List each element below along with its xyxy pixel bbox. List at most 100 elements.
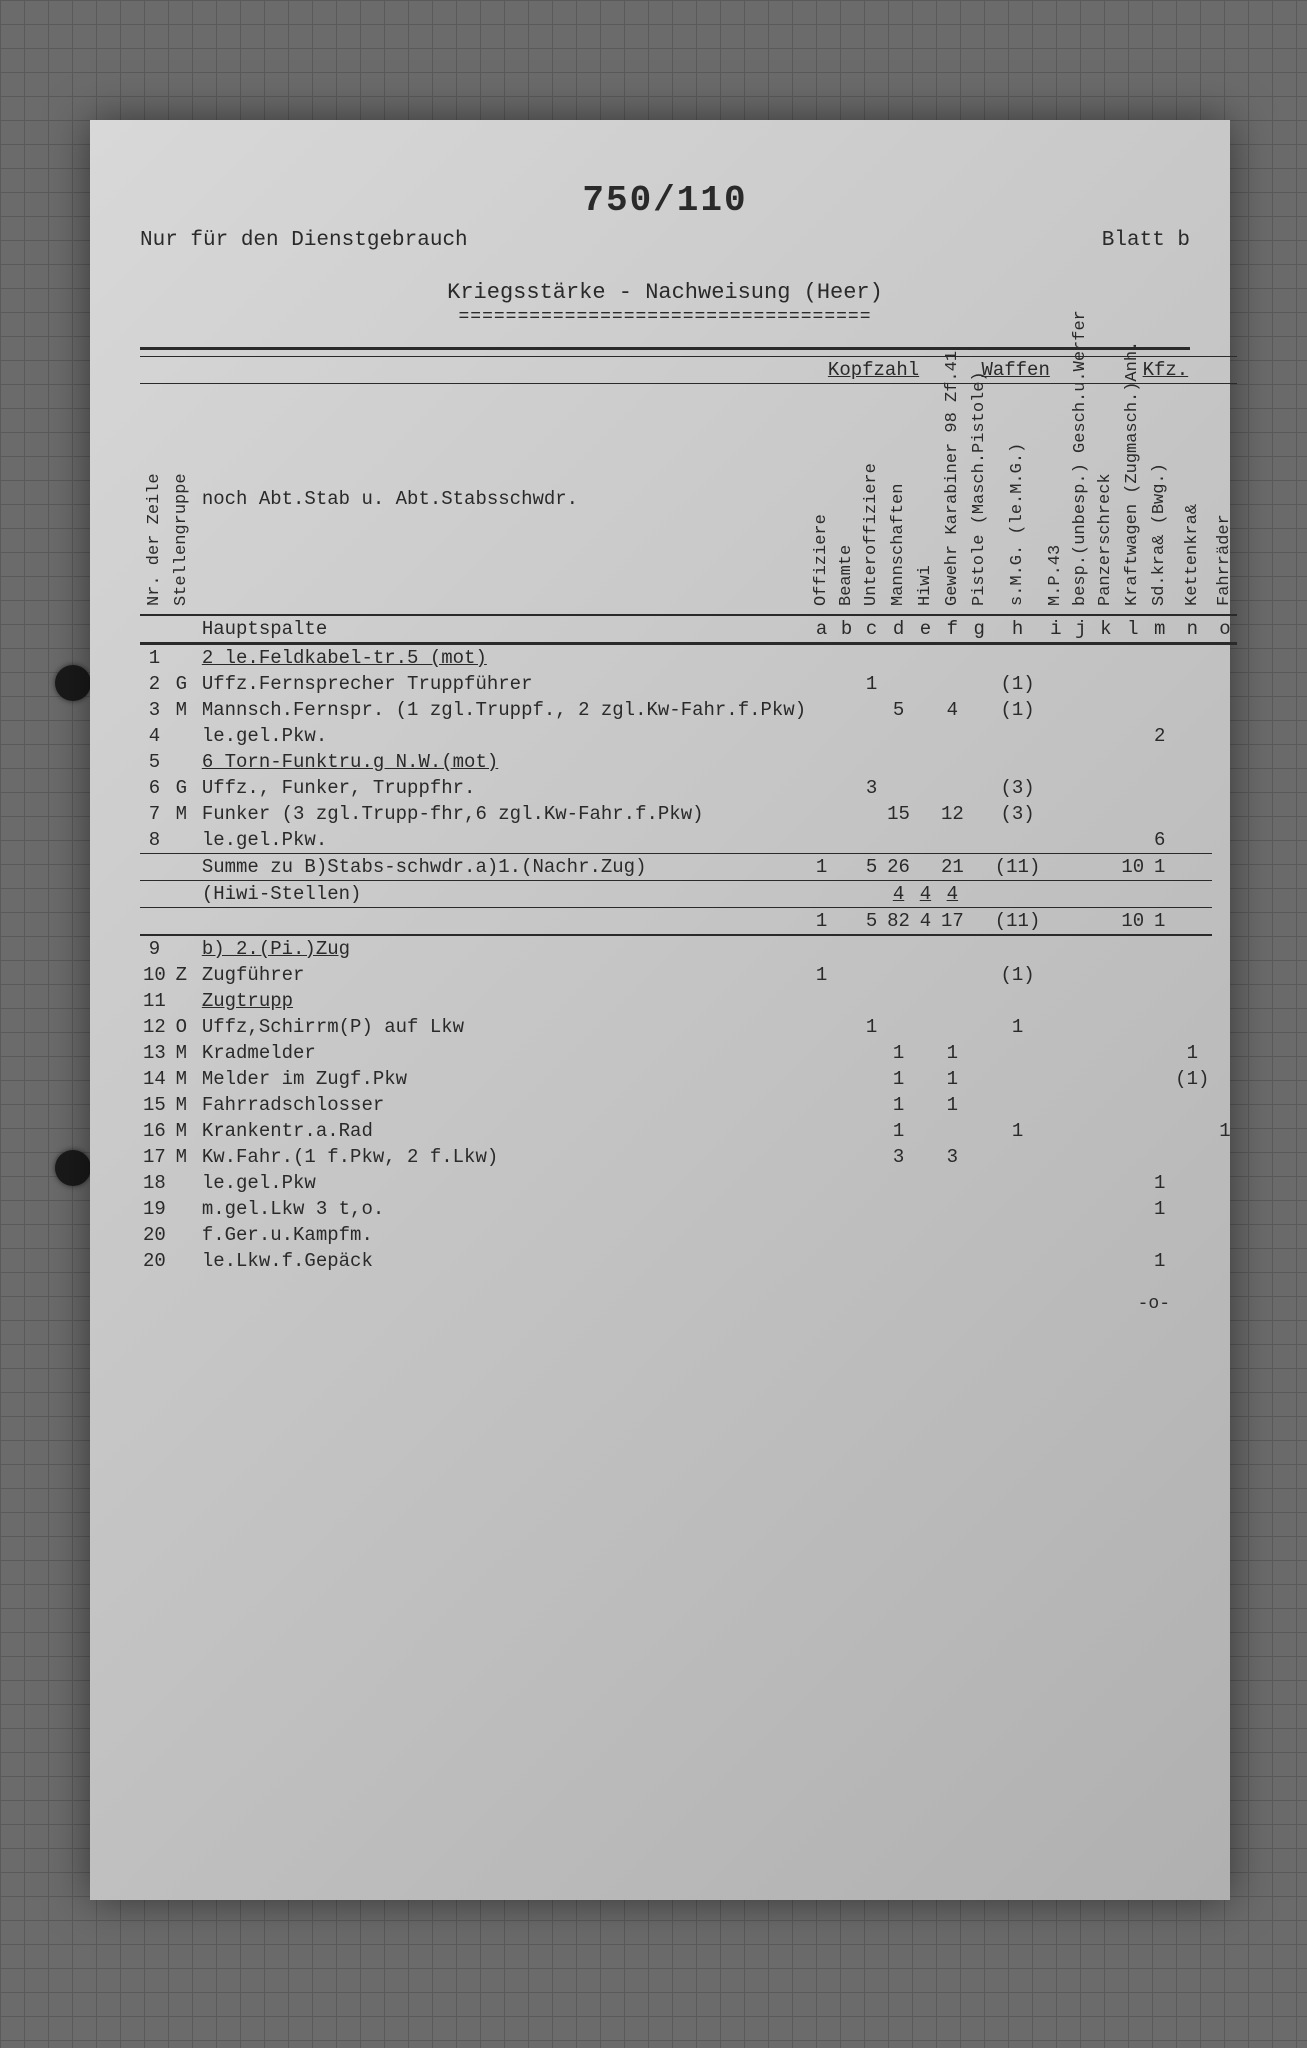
- cell: [967, 1222, 992, 1248]
- cell: [1093, 1144, 1118, 1170]
- cell: [938, 723, 967, 749]
- cell: [913, 1196, 938, 1222]
- title-underline: ===================================: [140, 307, 1190, 327]
- cell: [1147, 697, 1172, 723]
- group-header: Kopfzahl: [809, 357, 938, 384]
- cell: 4: [938, 881, 967, 908]
- cell: [809, 1222, 834, 1248]
- cell: [809, 1248, 834, 1274]
- cell: [1118, 988, 1147, 1014]
- table-row: 4le.gel.Pkw.2: [140, 723, 1237, 749]
- cell: [1068, 1222, 1093, 1248]
- cell: [1093, 1092, 1118, 1118]
- cell: 10: [1118, 854, 1147, 881]
- cell: [1212, 1248, 1237, 1274]
- cell: 1: [884, 1092, 913, 1118]
- row-desc: Krankentr.a.Rad: [194, 1118, 809, 1144]
- footer-mark: -o-: [140, 1294, 1190, 1314]
- row-desc: Uffz.Fernsprecher Truppführer: [194, 671, 809, 697]
- cell: (11): [992, 908, 1044, 936]
- col-header: Sd.kra& (Bwg.): [1150, 386, 1169, 606]
- cell: 1: [809, 962, 834, 988]
- cell: [1093, 697, 1118, 723]
- row-sg: [169, 935, 194, 962]
- cell: 17: [938, 908, 967, 936]
- cell: [1147, 1118, 1172, 1144]
- cell: [967, 723, 992, 749]
- cell: [1212, 988, 1237, 1014]
- cell: 1: [1147, 1196, 1172, 1222]
- cell: 15: [884, 801, 913, 827]
- cell: [859, 1118, 884, 1144]
- cell: [809, 1196, 834, 1222]
- cell: [1118, 1092, 1147, 1118]
- group-header: Kfz.: [1093, 357, 1237, 384]
- cell: [834, 697, 859, 723]
- cell: [859, 1170, 884, 1196]
- cell: [1093, 1248, 1118, 1274]
- cell: [913, 935, 938, 962]
- cell: [913, 827, 938, 854]
- cell: [1068, 671, 1093, 697]
- table-row: 12OUffz,Schirrm(P) auf Lkw11: [140, 1014, 1237, 1040]
- cell: (1): [1172, 1066, 1212, 1092]
- row-sg: M: [169, 697, 194, 723]
- cell: [1118, 962, 1147, 988]
- col-letter: m: [1147, 615, 1172, 644]
- cell: [1118, 775, 1147, 801]
- cell: [1118, 1014, 1147, 1040]
- sum-row-total: 1 5 82 4 17 (11) 10 1: [140, 908, 1237, 936]
- cell: [834, 671, 859, 697]
- cell: [913, 1248, 938, 1274]
- cell: [809, 644, 834, 672]
- cell: [1147, 1222, 1172, 1248]
- table-row: 7MFunker (3 zgl.Trupp-fhr,6 zgl.Kw-Fahr.…: [140, 801, 1237, 827]
- cell: [967, 988, 992, 1014]
- cell: [1212, 723, 1237, 749]
- cell: [913, 1222, 938, 1248]
- cell: [1118, 935, 1147, 962]
- cell: 1: [1212, 1118, 1237, 1144]
- cell: [884, 988, 913, 1014]
- cell: [913, 1014, 938, 1040]
- row-nr: 20: [140, 1222, 169, 1248]
- cell: [967, 1144, 992, 1170]
- cell: [992, 1040, 1044, 1066]
- row-nr: 20: [140, 1248, 169, 1274]
- table-row: 6GUffz., Funker, Truppfhr.3(3): [140, 775, 1237, 801]
- cell: [992, 1092, 1044, 1118]
- cell: [913, 1118, 938, 1144]
- cell: [1118, 749, 1147, 775]
- cell: [967, 1170, 992, 1196]
- row-nr: 9: [140, 935, 169, 962]
- cell: [859, 1196, 884, 1222]
- cell: 26: [884, 854, 913, 881]
- classification: Nur für den Dienstgebrauch: [140, 229, 468, 252]
- row-desc: b) 2.(Pi.)Zug: [194, 935, 809, 962]
- cell: [1068, 1092, 1093, 1118]
- cell: [1212, 775, 1237, 801]
- cell: 10: [1118, 908, 1147, 936]
- cell: 12: [938, 801, 967, 827]
- cell: [967, 775, 992, 801]
- cell: [913, 962, 938, 988]
- cell: [1172, 1118, 1212, 1144]
- row-desc: 2 le.Feldkabel-tr.5 (mot): [194, 644, 809, 672]
- row-nr: 7: [140, 801, 169, 827]
- row-nr: 1: [140, 644, 169, 672]
- cell: [809, 749, 834, 775]
- row-nr: 10: [140, 962, 169, 988]
- cell: [1118, 1170, 1147, 1196]
- cell: [809, 1170, 834, 1196]
- hauptspalte-label: Hauptspalte: [194, 615, 809, 644]
- cell: [1043, 775, 1068, 801]
- cell: [1172, 1092, 1212, 1118]
- row-desc: m.gel.Lkw 3 t,o.: [194, 1196, 809, 1222]
- cell: [938, 1222, 967, 1248]
- cell: [967, 962, 992, 988]
- row-desc: Fahrradschlosser: [194, 1092, 809, 1118]
- col-header: s.M.G. (le.M.G.): [1008, 386, 1027, 606]
- cell: [1172, 697, 1212, 723]
- cell: [834, 962, 859, 988]
- cell: [1093, 775, 1118, 801]
